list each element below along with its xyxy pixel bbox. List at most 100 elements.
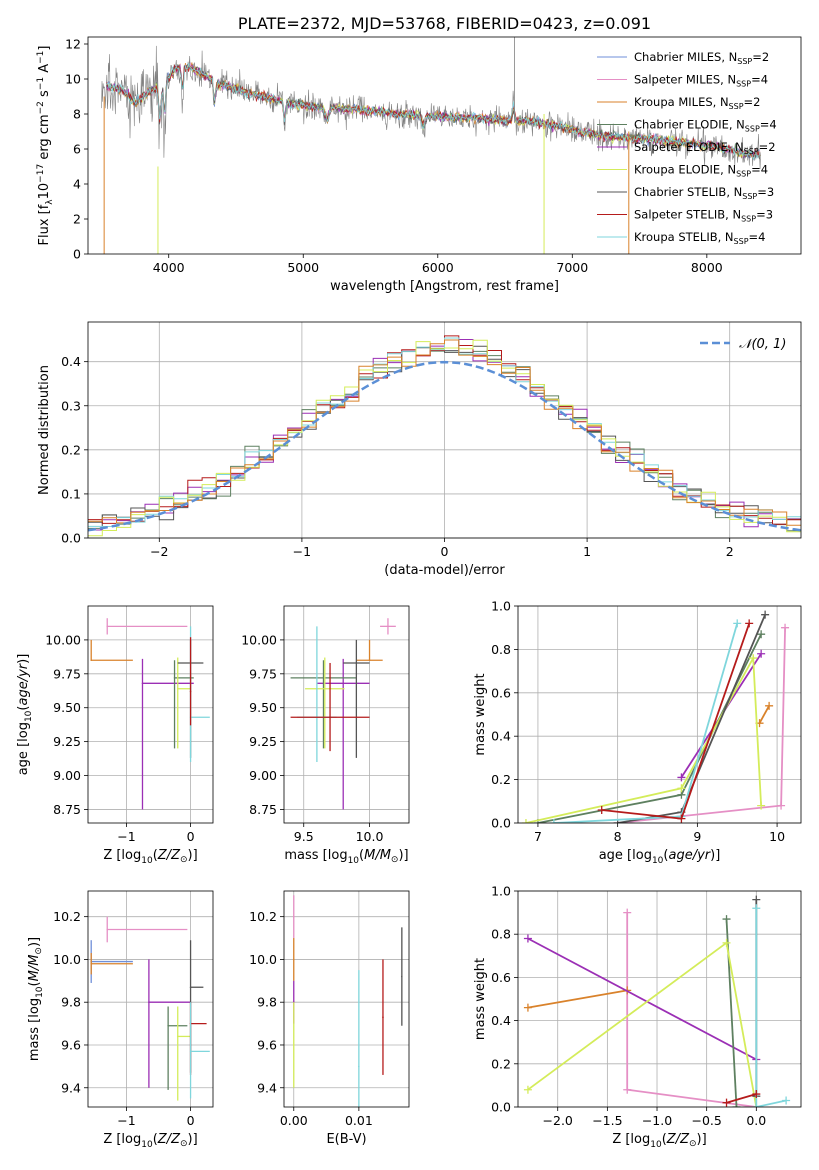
- y-tick-label: 0.0: [491, 1100, 511, 1115]
- data-point: [329, 716, 331, 719]
- weight-marker: [677, 814, 686, 823]
- axes-frame: [517, 890, 802, 1108]
- data-point: [292, 1044, 295, 1046]
- y-tick-label: 9.8: [257, 995, 277, 1010]
- label-part: SSP: [729, 102, 744, 111]
- label-part: SSP: [741, 215, 756, 224]
- x-tick-label: 5000: [287, 260, 319, 275]
- label-part: ⊙: [391, 855, 399, 865]
- label-part: −1: [36, 77, 46, 90]
- y-tick-label: 0: [73, 247, 81, 262]
- y-axis-label: Flux [fλ10−17 erg cm−2 s−1 A−1]: [36, 46, 55, 246]
- label-part: 10: [35, 986, 45, 998]
- panel-residuals: −2 −1 0 1 2 0.0 0.1 0.2 0.3 0.4 (data-model)/error…: [37, 321, 802, 578]
- label-part: M/M: [27, 955, 42, 982]
- y-tick-label: 9.6: [257, 1037, 277, 1052]
- weight-marker: [761, 610, 770, 619]
- weight-marker: [757, 801, 766, 810]
- data-point: [292, 958, 295, 961]
- weight-marker: [677, 773, 686, 782]
- data-point: [106, 625, 109, 628]
- figure-title: PLATE=2372, MJD=53768, FIBERID=0423, z=0…: [238, 14, 651, 33]
- label-part: Z/Z: [157, 1132, 181, 1147]
- weight-marker: [752, 904, 761, 913]
- weight-marker: [523, 1085, 532, 1094]
- label-part: Chabrier ELODIE, N: [634, 118, 745, 132]
- x-tick-label: 0.00: [280, 1113, 308, 1128]
- label-part: Salpeter ELODIE, N: [634, 140, 744, 154]
- label-part: ⊙: [689, 1139, 697, 1149]
- data-point: [167, 1024, 169, 1027]
- data-point: [90, 962, 93, 965]
- x-tick-label: −1: [117, 1113, 135, 1128]
- axes-frame: [87, 890, 214, 1108]
- data-point: [141, 682, 144, 685]
- data-point: [323, 687, 326, 690]
- data-point: [401, 975, 403, 978]
- label-part: Chabrier STELIB, N: [634, 185, 742, 199]
- legend-label: Kroupa ELODIE, NSSP=4: [634, 163, 768, 179]
- y-tick-label: 9.50: [249, 700, 277, 715]
- label-part: Kroupa STELIB, N: [634, 230, 734, 244]
- label-part: mass [log: [284, 848, 347, 863]
- weight-line: [553, 623, 739, 823]
- label-part: Z [log: [103, 1132, 141, 1147]
- weight-line: [626, 912, 757, 1107]
- label-part: SSP: [745, 125, 760, 134]
- data-point: [382, 1016, 384, 1018]
- normal-curve: [88, 360, 801, 532]
- x-tick-label: 10: [769, 829, 785, 844]
- weight-marker: [781, 623, 790, 632]
- label-part: =3: [756, 208, 773, 222]
- weight-marker: [623, 908, 632, 917]
- data-point: [189, 1050, 192, 1053]
- label-part: λ: [45, 199, 55, 205]
- y-tick-label: 9.4: [257, 1080, 277, 1095]
- y-tick-label: 8.75: [53, 802, 81, 817]
- x-tick-label: −2.0: [543, 1113, 573, 1128]
- label-part: SSP: [744, 147, 759, 156]
- label-part: )]: [398, 848, 408, 863]
- label-part: age [log: [599, 848, 652, 863]
- plot-area: [292, 895, 403, 1107]
- x-tick-label: 0: [187, 829, 195, 844]
- x-axis-label: Z [log10(Z/Z⊙)]: [103, 848, 197, 866]
- axes-frame: [283, 890, 410, 1108]
- label-part: −1: [36, 51, 46, 64]
- weight-marker: [782, 1096, 791, 1105]
- panel-mass-vs-EBV: 0.00 0.01 9.4 9.6 9.8 10.0 10.2 E(B-V): [249, 890, 410, 1147]
- plot-area: [290, 618, 396, 810]
- data-point: [173, 677, 176, 679]
- legend-label: Kroupa MILES, NSSP=2: [634, 95, 760, 111]
- label-part: Z/Z: [157, 848, 181, 863]
- label-part: −17: [36, 164, 46, 183]
- label-part: =4: [751, 163, 768, 177]
- legend-label: Chabrier MILES, NSSP=2: [634, 50, 769, 66]
- y-tick-label: 0.4: [61, 354, 81, 369]
- label-part: Kroupa MILES, N: [634, 95, 729, 109]
- x-tick-label: 2: [726, 544, 734, 559]
- y-tick-label: 0.6: [491, 685, 511, 700]
- x-tick-label: 10.0: [356, 829, 384, 844]
- y-tick-label: 0.0: [491, 816, 511, 831]
- label-part: SSP: [742, 192, 757, 201]
- label-part: ]: [37, 46, 52, 51]
- label-part: (: [16, 706, 31, 711]
- weight-line: [527, 989, 628, 1009]
- weight-marker: [765, 701, 774, 710]
- label-part: A: [37, 64, 52, 77]
- label-part: ⊙: [180, 855, 188, 865]
- label-part: (: [663, 848, 668, 863]
- panel-age-vs-mass: 9.5 10.0 8.75 9.00 9.25 9.50 9.75 10.00 mass [lo…: [241, 605, 410, 866]
- legend-label: Salpeter ELODIE, NSSP=2: [634, 140, 776, 156]
- weight-marker: [523, 1003, 532, 1012]
- weight-marker: [752, 1090, 761, 1099]
- weight-line: [527, 941, 758, 1107]
- weight-marker: [733, 619, 742, 628]
- axes-frame: [87, 605, 214, 824]
- weight-marker: [722, 915, 731, 924]
- y-tick-label: 10.0: [53, 952, 81, 967]
- x-tick-label: 6000: [422, 260, 454, 275]
- x-tick-label: −2: [150, 544, 168, 559]
- weight-line: [758, 705, 770, 724]
